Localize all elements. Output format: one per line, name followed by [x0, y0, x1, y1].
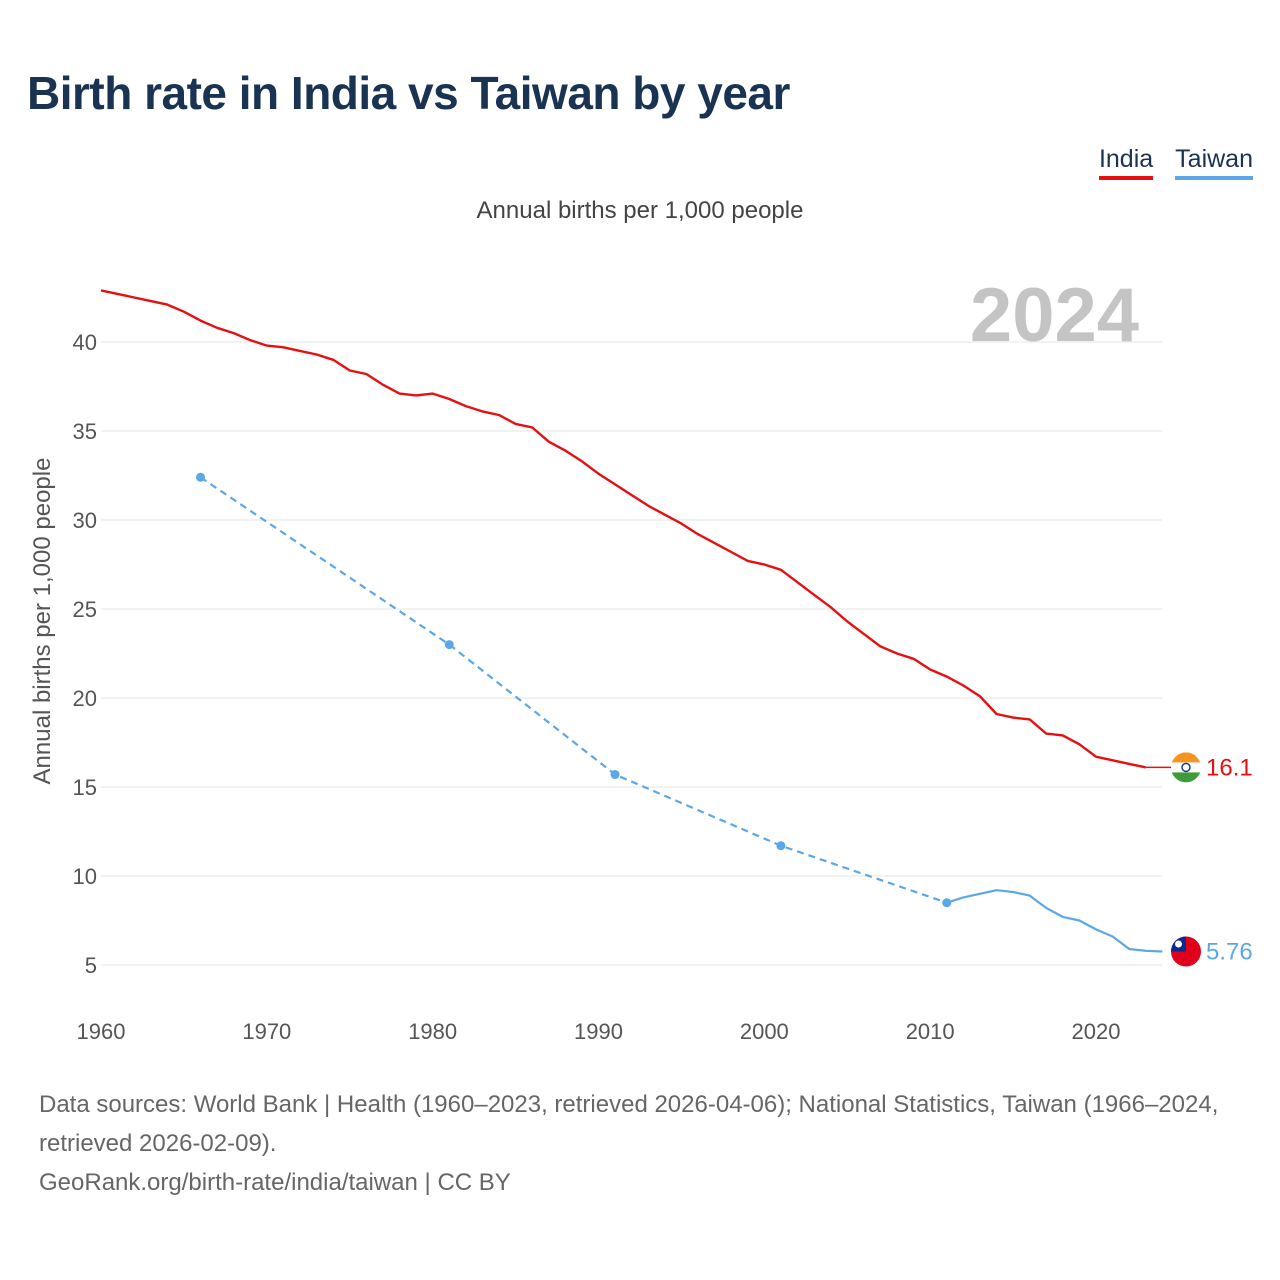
- y-tick-label-30: 30: [73, 508, 97, 533]
- taiwan-line: [946, 889, 1163, 953]
- series: [100, 289, 1163, 953]
- x-tick-label-2000: 2000: [740, 1019, 789, 1044]
- grid-lines: [101, 341, 1162, 966]
- x-tick-label-1990: 1990: [574, 1019, 623, 1044]
- taiwan-point-1981: [444, 640, 454, 650]
- taiwan-point-1991: [610, 770, 620, 780]
- taiwan-dashed-line: [199, 476, 948, 904]
- y-axis-label: Annual births per 1,000 people: [29, 458, 56, 785]
- x-tick-label-1980: 1980: [408, 1019, 457, 1044]
- y-tick-label-5: 5: [85, 953, 97, 978]
- footer: Data sources: World Bank | Health (1960–…: [39, 1085, 1249, 1202]
- year-watermark: 2024: [970, 273, 1139, 358]
- x-tick-label-1970: 1970: [242, 1019, 291, 1044]
- credit-link[interactable]: GeoRank.org/birth-rate/india/taiwan | CC…: [39, 1169, 511, 1196]
- x-tick-label-2010: 2010: [906, 1019, 955, 1044]
- y-tick-label-40: 40: [73, 330, 97, 355]
- legend: India Taiwan: [1098, 145, 1253, 180]
- axes: 5 10 15 20 25 30 35 40 1960 1970 1980 1990 2000 2010 2…: [73, 330, 1121, 1044]
- x-tick-label-2020: 2020: [1072, 1019, 1121, 1044]
- y-tick-label-35: 35: [73, 419, 97, 444]
- india-flag-icon: [1171, 752, 1201, 783]
- x-tick-label-1960: 1960: [77, 1019, 126, 1044]
- chart-subtitle: Annual births per 1,000 people: [476, 197, 804, 224]
- taiwan-flag-icon: [1171, 936, 1201, 967]
- taiwan-end-value: 5.76: [1206, 938, 1253, 965]
- y-tick-label-10: 10: [73, 864, 97, 889]
- taiwan-point-1966: [196, 472, 205, 482]
- y-tick-label-15: 15: [73, 775, 97, 800]
- india-line: [100, 289, 1147, 769]
- end-labels: 16.1 5.76: [1145, 752, 1253, 967]
- chart-title: Birth rate in India vs Taiwan by year: [27, 67, 790, 119]
- taiwan-point-2011: [942, 898, 952, 908]
- legend-item-india[interactable]: India: [1098, 145, 1154, 180]
- line-chart: 2024 5 10 15 20 25 30 35 40 1960 1970 1980 1990 2000…: [29, 273, 1253, 1044]
- y-tick-label-20: 20: [73, 686, 97, 711]
- data-sources: Data sources: World Bank | Health (1960–…: [39, 1091, 1219, 1157]
- india-end-value: 16.1: [1206, 754, 1253, 781]
- y-tick-label-25: 25: [73, 597, 97, 622]
- legend-item-taiwan[interactable]: Taiwan: [1175, 145, 1253, 180]
- taiwan-point-2001: [776, 841, 786, 851]
